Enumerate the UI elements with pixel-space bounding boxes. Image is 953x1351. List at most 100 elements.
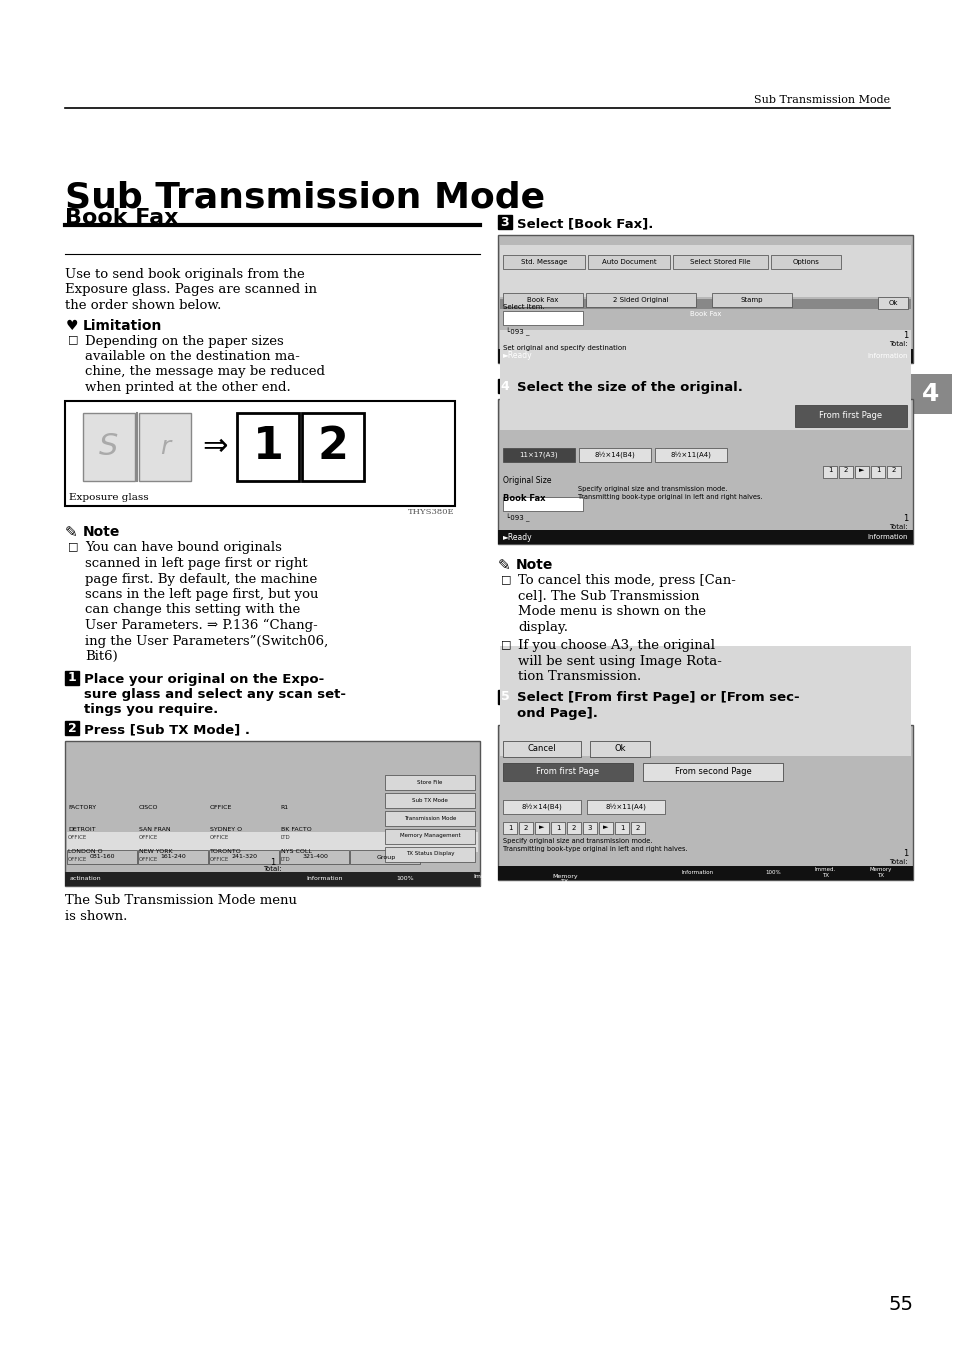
Text: when printed at the other end.: when printed at the other end. [85,381,291,394]
Text: Information: Information [307,877,343,881]
Bar [65,740,479,886]
Text: 1: 1 [875,467,880,473]
Text: Select [Book Fax].: Select [Book Fax]. [517,218,653,230]
Text: ►Ready: ►Ready [502,351,532,361]
Text: 1: 1 [827,467,831,473]
Bar [642,762,782,781]
Text: tion Transmission.: tion Transmission. [517,670,640,684]
Text: Sub Transmission Mode: Sub Transmission Mode [65,180,544,213]
Text: chine, the message may be reduced: chine, the message may be reduced [85,366,325,378]
Bar [502,311,582,326]
Bar [350,850,420,865]
Bar [497,215,512,230]
Text: Limitation: Limitation [83,319,162,332]
Text: Exposure glass: Exposure glass [69,493,149,501]
Text: Specify original size and transmission mode.: Specify original size and transmission m… [502,838,652,843]
Text: Memory
TX: Memory TX [552,874,578,885]
Text: 1: 1 [902,850,907,858]
Bar [497,235,912,363]
Text: Memory Management: Memory Management [399,834,460,839]
Bar [497,530,912,544]
Text: NEW YORK: NEW YORK [139,848,172,854]
Text: LTD: LTD [280,835,290,840]
Text: Select the size of the original.: Select the size of the original. [517,381,742,394]
Bar [909,374,951,413]
Bar [589,740,649,757]
Text: Auto Document: Auto Document [601,259,656,265]
Text: scanned in left page first or right: scanned in left page first or right [85,557,307,570]
Text: 8½×14(B4): 8½×14(B4) [594,451,635,458]
Bar [497,866,912,880]
Text: Note: Note [516,558,553,571]
Bar [497,349,912,363]
Text: ►: ► [859,467,863,473]
Text: OFFICE: OFFICE [139,857,158,862]
Text: 4: 4 [922,382,939,407]
Bar [385,847,475,862]
Text: OFFICE: OFFICE [68,857,87,862]
Text: 5: 5 [500,690,509,703]
Text: Book Fax: Book Fax [527,297,558,303]
Text: cel]. The Sub Transmission: cel]. The Sub Transmission [517,589,699,603]
Text: Book Fax: Book Fax [65,208,178,228]
Text: S: S [99,432,118,461]
Text: TX Status Display: TX Status Display [405,851,454,857]
Bar [886,466,900,478]
Bar [385,793,475,808]
Text: Bit6): Bit6) [85,650,117,663]
Bar [499,330,910,430]
Text: LTD: LTD [280,857,290,862]
Bar [385,775,475,790]
Bar [302,412,364,481]
Bar [838,466,852,478]
Text: 321-400: 321-400 [302,854,328,859]
Text: 081-160: 081-160 [90,854,115,859]
Text: Memory
TX: Memory TX [868,867,891,878]
Text: Information: Information [866,353,907,359]
Bar [138,850,208,865]
Bar [279,850,349,865]
Text: 3: 3 [500,216,509,228]
Text: 100%: 100% [395,877,414,881]
Text: OFFICE: OFFICE [210,857,229,862]
Text: OFFICE: OFFICE [139,835,158,840]
Text: ►Ready: ►Ready [502,532,532,542]
Text: DETROIT: DETROIT [68,827,95,832]
Text: Mode menu is shown on the: Mode menu is shown on the [517,605,705,617]
Bar [65,670,79,685]
Bar [502,800,580,813]
Bar [502,255,584,269]
Text: ond Page].: ond Page]. [517,707,598,720]
Text: 100%: 100% [764,870,780,875]
Text: 8½×11(A4): 8½×11(A4) [670,451,711,458]
Text: is shown.: is shown. [65,909,128,923]
Bar [566,821,580,834]
Bar [499,646,910,755]
Text: Depending on the paper sizes: Depending on the paper sizes [85,335,283,347]
Text: Total:: Total: [888,340,907,347]
Bar [854,466,868,478]
Text: will be sent using Image Rota-: will be sent using Image Rota- [517,654,721,667]
Text: 2: 2 [635,824,639,831]
Text: Set original and specify destination: Set original and specify destination [502,345,626,351]
Bar [497,380,512,393]
Bar [67,850,136,865]
Text: Cancel: Cancel [527,744,556,753]
Text: page first. By default, the machine: page first. By default, the machine [85,573,317,585]
Text: Immed.
TX: Immed. TX [473,874,497,885]
Text: You can have bound originals: You can have bound originals [85,542,281,554]
Bar [497,724,912,880]
Text: □: □ [500,574,511,584]
Text: SAN FRAN: SAN FRAN [139,827,171,832]
Text: 8½×11(A4): 8½×11(A4) [605,802,646,809]
Text: 2: 2 [571,824,576,831]
Text: 1: 1 [619,824,623,831]
Bar [497,399,912,544]
Bar [877,297,907,309]
Text: The Sub Transmission Mode menu: The Sub Transmission Mode menu [65,894,296,907]
Text: 2: 2 [891,467,895,473]
Bar [67,832,477,852]
Text: └093 _: └093 _ [505,328,529,336]
Text: 11×17(A3): 11×17(A3) [519,451,558,458]
Text: display.: display. [517,620,567,634]
